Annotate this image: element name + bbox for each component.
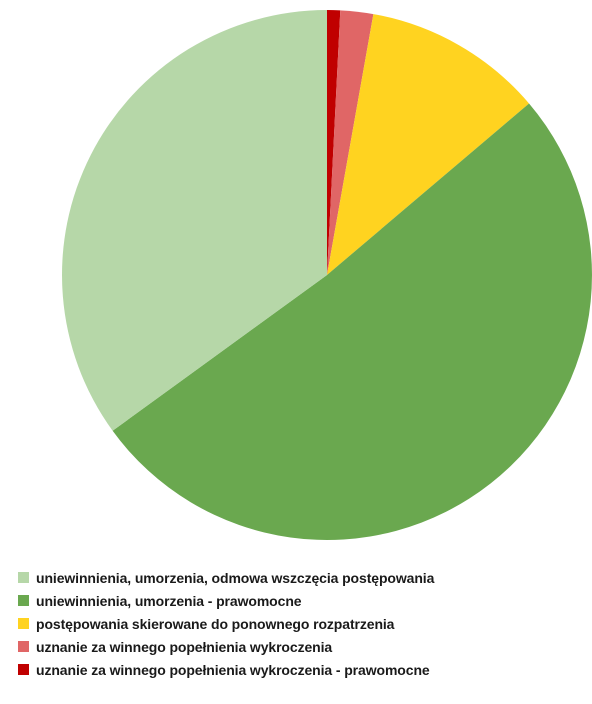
pie-chart [62, 9, 592, 540]
legend-item: uznanie za winnego popełnienia wykroczen… [18, 658, 434, 681]
pie-slice [327, 10, 374, 276]
legend-label: uznanie za winnego popełnienia wykroczen… [36, 638, 333, 655]
pie-slice [112, 103, 592, 540]
pie-slice [327, 9, 341, 275]
legend-item: postępowania skierowane do ponownego roz… [18, 612, 434, 635]
pie-slice [327, 14, 530, 276]
legend-item: uznanie za winnego popełnienia wykroczen… [18, 635, 434, 658]
legend-label: uniewinnienia, umorzenia - prawomocne [36, 592, 302, 609]
legend-swatch [18, 618, 29, 629]
chart-legend: uniewinnienia, umorzenia, odmowa wszczęc… [18, 566, 434, 681]
legend-label: postępowania skierowane do ponownego roz… [36, 615, 395, 632]
legend-swatch [18, 641, 29, 652]
legend-label: uznanie za winnego popełnienia wykroczen… [36, 661, 430, 678]
pie-slice [62, 10, 328, 431]
legend-label: uniewinnienia, umorzenia, odmowa wszczęc… [36, 569, 435, 586]
legend-item: uniewinnienia, umorzenia, odmowa wszczęc… [18, 566, 434, 589]
legend-swatch [18, 595, 29, 606]
legend-swatch [18, 572, 29, 583]
legend-item: uniewinnienia, umorzenia - prawomocne [18, 589, 434, 612]
legend-swatch [18, 664, 29, 675]
